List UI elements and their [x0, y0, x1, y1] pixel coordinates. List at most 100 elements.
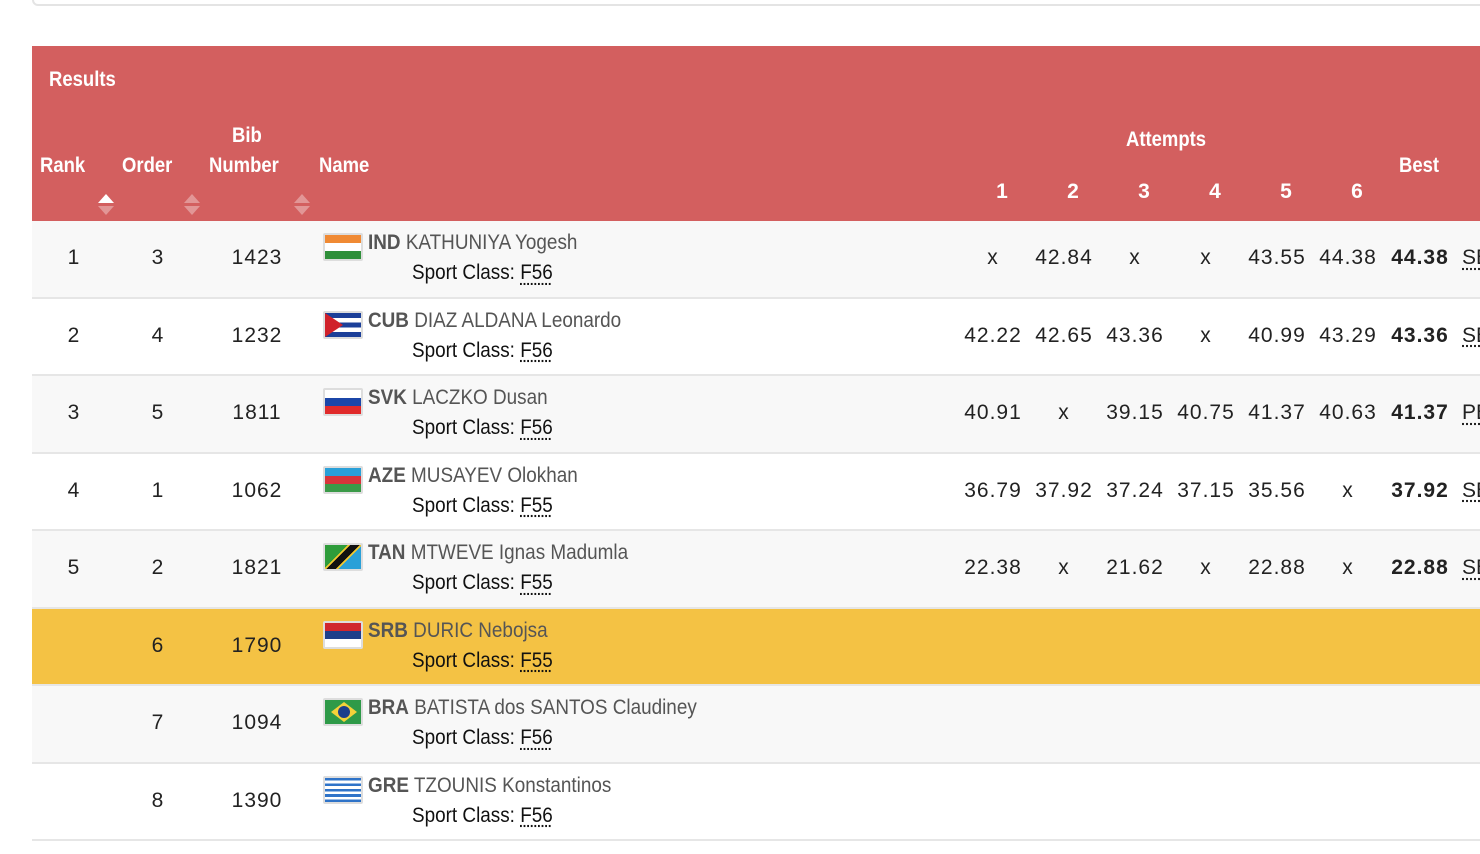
- attempt-1: x: [987, 246, 999, 269]
- table-row[interactable]: 4 1 1062 AZE MUSAYEV Olokhan Sport Class…: [32, 453, 1480, 531]
- country-code: BRA: [368, 696, 409, 719]
- bib-number: 1790: [231, 633, 283, 657]
- sort-rank-icon[interactable]: [98, 194, 114, 216]
- table-row[interactable]: 2 4 1232 CUB DIAZ ALDANA Leonardo Sport …: [32, 298, 1480, 376]
- attempt-3: 37.24: [1106, 478, 1164, 502]
- sport-class-value[interactable]: F55: [520, 493, 553, 517]
- sport-class-value[interactable]: F56: [520, 261, 553, 284]
- header-attempt-1: 1: [996, 180, 1008, 203]
- attempt-5: 43.55: [1248, 246, 1306, 269]
- results-title: Results: [49, 68, 116, 91]
- sport-class-value[interactable]: F55: [520, 571, 553, 594]
- sort-order-icon[interactable]: [184, 194, 200, 216]
- record-badge[interactable]: SB: [1462, 556, 1480, 579]
- flag-gre-icon: [323, 775, 363, 804]
- top-panel-border: [32, 0, 1480, 6]
- athlete-name[interactable]: SVK LACZKO Dusan: [368, 386, 548, 410]
- record-badge[interactable]: SB: [1462, 246, 1480, 269]
- table-row[interactable]: 7 1094 BRA BATISTA dos SANTOS Claudiney …: [32, 686, 1480, 764]
- order: 6: [151, 633, 165, 657]
- attempt-6: 44.38: [1319, 246, 1377, 269]
- header-order[interactable]: Order: [122, 154, 173, 177]
- flag-srb-icon: [323, 620, 363, 649]
- country-code: IND: [368, 231, 401, 254]
- country-code: TAN: [368, 541, 406, 564]
- record-badge[interactable]: SB: [1462, 323, 1480, 347]
- header-bib-number[interactable]: Number: [209, 154, 279, 177]
- flag-cub-icon: [323, 310, 363, 339]
- attempt-3: 39.15: [1106, 401, 1164, 424]
- attempt-3: 43.36: [1106, 323, 1164, 347]
- sport-class-label: Sport Class:: [412, 648, 515, 672]
- attempt-6: 43.29: [1319, 323, 1377, 347]
- attempt-2: x: [1058, 556, 1070, 579]
- table-row[interactable]: 5 2 1821 TAN MTWEVE Ignas Madumla Sport …: [32, 531, 1480, 609]
- table-header: Results Rank Order Bib Number Name Attem…: [32, 46, 1480, 221]
- sport-class-value[interactable]: F56: [520, 803, 553, 827]
- sport-class: Sport Class: F56: [412, 726, 553, 750]
- attempt-6: 40.63: [1319, 401, 1377, 424]
- record-badge[interactable]: PB: [1462, 401, 1480, 424]
- attempt-1: 22.38: [964, 556, 1022, 579]
- attempt-4: x: [1200, 323, 1212, 347]
- header-attempts: Attempts: [1126, 128, 1207, 151]
- athlete-name[interactable]: CUB DIAZ ALDANA Leonardo: [368, 309, 621, 333]
- best-mark: 43.36: [1391, 323, 1449, 347]
- bib-number: 1390: [231, 788, 283, 812]
- table-row[interactable]: 1 3 1423 IND KATHUNIYA Yogesh Sport Clas…: [32, 221, 1480, 299]
- rank: 2: [67, 323, 81, 347]
- flag-bra-icon: [323, 698, 363, 726]
- bib-number: 1811: [232, 401, 282, 424]
- flag-svk-icon: [323, 388, 363, 416]
- country-code: CUB: [368, 308, 409, 332]
- athlete-name-text: LACZKO Dusan: [412, 386, 548, 409]
- athlete-name-text: MTWEVE Ignas Madumla: [410, 541, 629, 564]
- athlete-name-text: MUSAYEV Olokhan: [411, 463, 578, 487]
- order: 5: [151, 401, 165, 424]
- athlete-name[interactable]: IND KATHUNIYA Yogesh: [368, 231, 577, 255]
- sport-class: Sport Class: F55: [412, 494, 553, 518]
- sport-class-label: Sport Class:: [412, 571, 515, 594]
- attempt-5: 41.37: [1248, 401, 1306, 424]
- sport-class-value[interactable]: F56: [520, 726, 553, 749]
- sort-bib-icon[interactable]: [294, 194, 310, 216]
- header-rank[interactable]: Rank: [40, 154, 86, 177]
- athlete-name[interactable]: TAN MTWEVE Ignas Madumla: [368, 541, 628, 565]
- athlete-name[interactable]: SRB DURIC Nebojsa: [368, 619, 548, 643]
- sport-class-label: Sport Class:: [412, 726, 515, 749]
- sport-class-value[interactable]: F55: [520, 648, 553, 672]
- country-code: SRB: [368, 618, 408, 642]
- order: 4: [151, 323, 165, 347]
- rank: 1: [67, 246, 81, 269]
- bib-number: 1232: [231, 323, 283, 347]
- attempt-1: 42.22: [964, 323, 1022, 347]
- sport-class-label: Sport Class:: [412, 261, 515, 284]
- sport-class: Sport Class: F56: [412, 339, 553, 363]
- record-badge[interactable]: SB: [1462, 478, 1480, 502]
- sport-class-value[interactable]: F56: [520, 338, 553, 362]
- attempt-2: 37.92: [1035, 478, 1093, 502]
- athlete-name[interactable]: AZE MUSAYEV Olokhan: [368, 464, 578, 488]
- sport-class-label: Sport Class:: [412, 416, 515, 439]
- header-attempt-6: 6: [1351, 180, 1363, 203]
- athlete-name-text: DURIC Nebojsa: [413, 618, 548, 642]
- table-row[interactable]: 6 1790 SRB DURIC Nebojsa Sport Class: F5…: [32, 608, 1480, 686]
- table-row[interactable]: 8 1390 GRE TZOUNIS Konstantinos Sport Cl…: [32, 763, 1480, 841]
- sport-class: Sport Class: F56: [412, 804, 553, 828]
- attempt-3: x: [1129, 246, 1141, 269]
- order: 3: [151, 246, 165, 269]
- header-name[interactable]: Name: [319, 154, 370, 177]
- sport-class: Sport Class: F56: [412, 261, 553, 285]
- athlete-name[interactable]: BRA BATISTA dos SANTOS Claudiney: [368, 696, 697, 720]
- best-mark: 41.37: [1391, 401, 1449, 424]
- athlete-name[interactable]: GRE TZOUNIS Konstantinos: [368, 774, 611, 798]
- bib-number: 1094: [231, 711, 283, 734]
- athlete-name-text: BATISTA dos SANTOS Claudiney: [414, 696, 697, 719]
- best-mark: 44.38: [1391, 246, 1449, 269]
- attempt-4: 37.15: [1177, 478, 1235, 502]
- sport-class-value[interactable]: F56: [520, 416, 553, 439]
- attempt-6: x: [1342, 556, 1354, 579]
- header-bib[interactable]: Bib: [232, 124, 262, 147]
- table-row[interactable]: 3 5 1811 SVK LACZKO Dusan Sport Class: F…: [32, 376, 1480, 454]
- attempt-5: 22.88: [1248, 556, 1306, 579]
